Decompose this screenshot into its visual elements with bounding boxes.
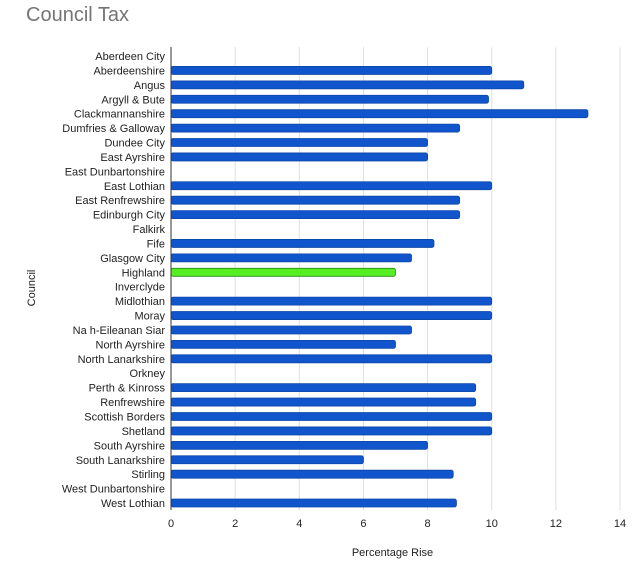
bar-edinburgh-city: [170, 210, 461, 220]
category-label-east-renfrewshire: East Renfrewshire: [75, 195, 165, 207]
category-label-edinburgh-city: Edinburgh City: [93, 210, 166, 222]
x-tick-label: 4: [296, 518, 302, 530]
category-label-east-ayrshire: East Ayrshire: [100, 152, 165, 164]
category-label-falkirk: Falkirk: [133, 224, 166, 236]
x-tick-label: 14: [614, 518, 626, 530]
x-tick-label: 2: [232, 518, 238, 530]
bar-south-ayrshire: [170, 440, 428, 450]
bar-midlothian: [170, 296, 493, 306]
bar-scottish-borders: [170, 412, 493, 421]
category-label-south-lanarkshire: South Lanarkshire: [76, 455, 165, 467]
bar-moray: [170, 311, 493, 320]
category-label-aberdeenshire: Aberdeenshire: [93, 65, 165, 77]
category-label-clackmannanshire: Clackmannanshire: [74, 109, 165, 121]
bar-stirling: [170, 469, 454, 479]
bar-fife: [170, 239, 435, 248]
bar-angus: [170, 80, 525, 90]
category-label-midlothian: Midlothian: [115, 296, 165, 308]
x-tick-labels: 0 2 4 6 8 10 12 14: [168, 518, 626, 530]
bar-east-lothian: [170, 181, 493, 191]
category-label-renfrewshire: Renfrewshire: [100, 397, 165, 409]
category-label-highland: Highland: [122, 267, 165, 279]
category-label-east-dunbartonshire: East Dunbartonshire: [65, 166, 165, 178]
category-labels: Aberdeen City Aberdeenshire Angus Argyll & …: [62, 51, 166, 510]
category-label-glasgow-city: Glasgow City: [100, 253, 165, 265]
category-label-angus: Angus: [134, 80, 166, 92]
bar-south-lanarkshire: [170, 455, 364, 465]
bar-west-lothian: [170, 498, 457, 508]
category-label-north-lanarkshire: North Lanarkshire: [78, 354, 165, 366]
bar-dumfries-and-galloway: [170, 123, 461, 133]
category-label-scottish-borders: Scottish Borders: [84, 412, 165, 424]
bar-dundee-city: [170, 138, 428, 147]
category-label-orkney: Orkney: [130, 368, 166, 380]
x-tick-label: 6: [360, 518, 366, 530]
x-tick-label: 8: [425, 518, 431, 530]
x-axis-title: Percentage Rise: [352, 547, 433, 559]
x-tick-label: 0: [168, 518, 174, 530]
y-axis-title: Council: [26, 270, 38, 307]
bar-glasgow-city: [170, 253, 412, 263]
bar-perth-and-kinross: [170, 383, 477, 393]
category-label-north-ayrshire: North Ayrshire: [96, 339, 166, 351]
chart-title: Council Tax: [26, 4, 130, 26]
bar-east-ayrshire: [170, 152, 428, 162]
bar-north-ayrshire: [170, 339, 396, 349]
bar-north-lanarkshire: [170, 354, 493, 364]
bar-east-renfrewshire: [170, 195, 461, 205]
category-label-na-h-eileanan-siar: Na h-Eileanan Siar: [73, 325, 166, 337]
category-label-fife: Fife: [147, 238, 165, 250]
bar-argyll-and-bute: [170, 94, 489, 104]
bar-clackmannanshire: [170, 109, 589, 119]
x-tick-label: 12: [550, 518, 562, 530]
category-label-moray: Moray: [134, 311, 165, 323]
category-label-dumfries-and-galloway: Dumfries & Galloway: [62, 123, 165, 135]
bar-shetland: [170, 426, 493, 436]
category-label-inverclyde: Inverclyde: [115, 282, 165, 294]
category-label-argyll-and-bute: Argyll & Bute: [101, 94, 165, 106]
category-label-east-lothian: East Lothian: [104, 181, 165, 193]
category-label-south-ayrshire: South Ayrshire: [94, 440, 165, 452]
bars: [170, 66, 589, 508]
category-label-shetland: Shetland: [122, 426, 165, 438]
bar-highland: [170, 267, 396, 277]
category-label-perth-and-kinross: Perth & Kinross: [89, 383, 166, 395]
category-label-west-lothian: West Lothian: [101, 498, 165, 510]
category-label-aberdeen-city: Aberdeen City: [95, 51, 165, 63]
category-label-dundee-city: Dundee City: [104, 138, 165, 150]
bar-aberdeenshire: [170, 66, 493, 75]
category-label-stirling: Stirling: [131, 469, 165, 481]
category-label-west-dunbartonshire: West Dunbartonshire: [62, 484, 165, 496]
bar-renfrewshire: [170, 397, 477, 407]
bar-na-h-eileanan-siar: [170, 325, 412, 335]
x-tick-label: 10: [486, 518, 498, 530]
